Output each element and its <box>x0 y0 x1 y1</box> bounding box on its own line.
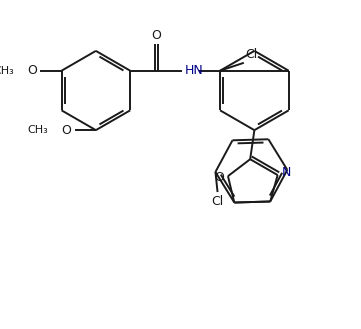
Text: CH₃: CH₃ <box>27 125 48 135</box>
Text: O: O <box>27 64 37 77</box>
Text: Cl: Cl <box>245 48 258 61</box>
Text: CH₃: CH₃ <box>0 66 14 76</box>
Text: HN: HN <box>184 64 203 77</box>
Text: N: N <box>281 166 291 179</box>
Text: O: O <box>152 29 162 42</box>
Text: O: O <box>61 124 71 137</box>
Text: Cl: Cl <box>212 195 224 208</box>
Text: O: O <box>214 171 224 184</box>
